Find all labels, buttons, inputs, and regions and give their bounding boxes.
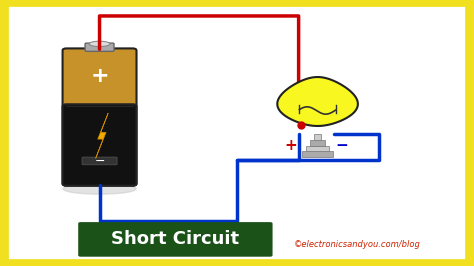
Polygon shape — [277, 77, 358, 126]
FancyBboxPatch shape — [63, 104, 137, 186]
Polygon shape — [96, 113, 108, 158]
Ellipse shape — [63, 184, 136, 194]
FancyBboxPatch shape — [85, 43, 114, 51]
Text: ©electronicsandyou.com/blog: ©electronicsandyou.com/blog — [294, 240, 421, 249]
Text: −: − — [335, 138, 348, 153]
Text: Short Circuit: Short Circuit — [111, 230, 239, 248]
FancyBboxPatch shape — [302, 151, 333, 157]
Text: +: + — [284, 138, 297, 153]
FancyBboxPatch shape — [78, 222, 273, 257]
FancyBboxPatch shape — [314, 134, 321, 140]
Text: −: − — [94, 155, 105, 167]
Ellipse shape — [89, 41, 110, 47]
FancyBboxPatch shape — [63, 48, 137, 186]
FancyBboxPatch shape — [306, 146, 329, 151]
FancyBboxPatch shape — [82, 157, 117, 165]
FancyBboxPatch shape — [310, 140, 325, 146]
Text: +: + — [90, 66, 109, 86]
